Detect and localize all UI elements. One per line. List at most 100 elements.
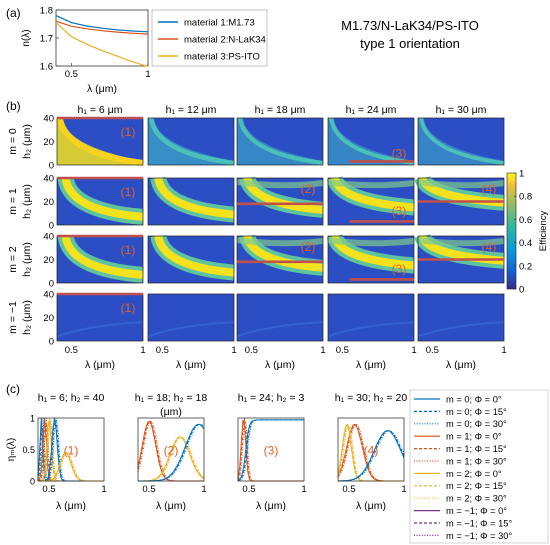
map-cell-r0-c4: [417, 117, 505, 166]
map-cell-r2-c0: [56, 234, 144, 284]
row-title: m = 0: [7, 128, 19, 155]
x-tick-label: 0.5: [156, 345, 169, 356]
map-band: [417, 321, 505, 338]
y-tick-label: 1.7: [40, 34, 53, 45]
region-label: (3): [392, 204, 407, 218]
spectrum-subplot-4: (4) h₁ = 30; h₂ = 20 0.5 1 λ (μm): [335, 392, 408, 512]
map-background: [418, 294, 504, 341]
map-frame: [236, 177, 324, 226]
map-frame: [147, 177, 235, 226]
map-cell-r3-c1: [147, 293, 235, 342]
map-cell-r0-c0: [56, 117, 144, 166]
x-tick-label: 0.5: [342, 484, 355, 495]
map-frame: [236, 235, 324, 284]
colorbar-label: Efficiency: [538, 211, 549, 252]
legend-entry: m = 0; Φ = 0°: [446, 394, 502, 404]
x-axis-label: λ (μm): [356, 500, 386, 512]
x-tick-label: 0.5: [65, 69, 78, 80]
map-band: [327, 321, 415, 338]
legend-entry: m = 0; Φ = 30°: [446, 419, 507, 429]
y-axis-label: ηₘ(λ): [6, 438, 17, 461]
column-title: h₁ = 18 μm: [255, 104, 306, 116]
x-tick-label: 1: [101, 484, 106, 495]
map-band: [57, 117, 144, 166]
column-title: h₁ = 6 μm: [78, 104, 123, 116]
map-cell-r2-c2: [236, 233, 324, 284]
map-band: [327, 237, 415, 247]
plot-frame: [337, 417, 405, 482]
y-tick-label: 0: [49, 161, 54, 172]
y-tick-label: 40: [43, 174, 54, 185]
x-tick-label: 1: [140, 345, 145, 356]
map-cell-r2-c3: [326, 233, 415, 284]
y-tick-label: 1.8: [40, 6, 53, 17]
colorbar-tick-label: 0.8: [519, 192, 532, 203]
region-label: (2): [164, 444, 179, 458]
legend-entry: material 1:M1.73: [184, 18, 255, 29]
colorbar-tick-label: 0.6: [519, 215, 532, 226]
map-frame: [327, 117, 415, 166]
legend: material 1:M1.73 material 2:N-LaK34 materi…: [151, 9, 268, 67]
map-background: [328, 294, 414, 341]
y-axis-label: h₂ (μm): [21, 124, 33, 159]
plot-frame: [37, 417, 105, 482]
map-frame: [327, 177, 415, 226]
x-tick-label: 0.5: [42, 484, 55, 495]
legend-entry: m = 2; Φ = 0°: [446, 469, 502, 479]
x-tick-label: 0.5: [242, 484, 255, 495]
x-axis-label: λ (μm): [446, 359, 476, 371]
legend-entry: m = −1; Φ = 15°: [446, 518, 512, 528]
map-frame: [417, 117, 505, 166]
column-title: h₁ = 12 μm: [166, 104, 217, 116]
x-tick-label: 1: [401, 484, 406, 495]
subplot-title: h₁ = 24; h₂ = 3: [238, 392, 305, 404]
x-axis-label: λ (μm): [176, 359, 206, 371]
map-cell-r1-c2: [236, 175, 324, 226]
plot-frame: [137, 417, 205, 482]
map-frame: [417, 293, 505, 342]
legend-entry: material 2:N-LaK34: [184, 35, 266, 46]
legend: m = 0; Φ = 0° m = 0; Φ = 15° m = 0; Φ = 30…: [409, 389, 549, 544]
map-band: [327, 179, 415, 189]
colorbar-tick-label: 0.2: [519, 261, 532, 272]
map-band: [237, 117, 324, 166]
map-band: [61, 177, 144, 221]
map-cell-r0-c2: [236, 117, 324, 166]
map-band: [236, 321, 324, 338]
y-axis-label: h₂ (μm): [21, 242, 33, 277]
x-tick-label: 1: [320, 345, 325, 356]
map-band: [148, 117, 235, 166]
legend-entry: m = 1; Φ = 30°: [446, 456, 507, 466]
y-axis-label: h₂ (μm): [21, 184, 33, 219]
panel-a-refractive-index: 1.61.71.80.5 1n(λ)λ (μm)material 1:M1.73m…: [21, 6, 268, 95]
map-band: [328, 118, 414, 165]
map-cell-r3-c3: [327, 293, 415, 342]
x-tick-label: 1: [301, 484, 306, 495]
map-frame: [147, 235, 235, 284]
region-label: (3): [392, 262, 407, 276]
map-frame: [327, 293, 415, 342]
region-label: (2): [301, 182, 316, 196]
map-cell-r2-c1: [147, 234, 235, 284]
region-label: (4): [364, 444, 379, 458]
x-tick-label: 0.5: [65, 345, 78, 356]
y-tick-label: 0: [49, 221, 54, 232]
map-frame: [236, 117, 324, 166]
map-cell-r3-c0: [56, 293, 144, 342]
series-line: [55, 22, 149, 68]
region-label: (4): [482, 182, 497, 196]
map-band: [154, 235, 235, 277]
map-band: [237, 118, 323, 165]
region-label: (1): [121, 125, 136, 139]
x-tick-label: 0.5: [245, 345, 258, 356]
region-label: (2): [301, 240, 316, 254]
plot-area: [55, 9, 149, 67]
legend-box: [409, 389, 549, 544]
legend-entry: m = 0; Φ = 15°: [446, 407, 507, 417]
map-frame: [236, 293, 324, 342]
row-title: m = 1: [7, 188, 19, 215]
y-tick-label: 40: [43, 232, 54, 243]
x-tick-label: 1: [201, 484, 206, 495]
map-cell-r1-c0: [56, 176, 144, 226]
x-tick-label: 1: [411, 345, 416, 356]
